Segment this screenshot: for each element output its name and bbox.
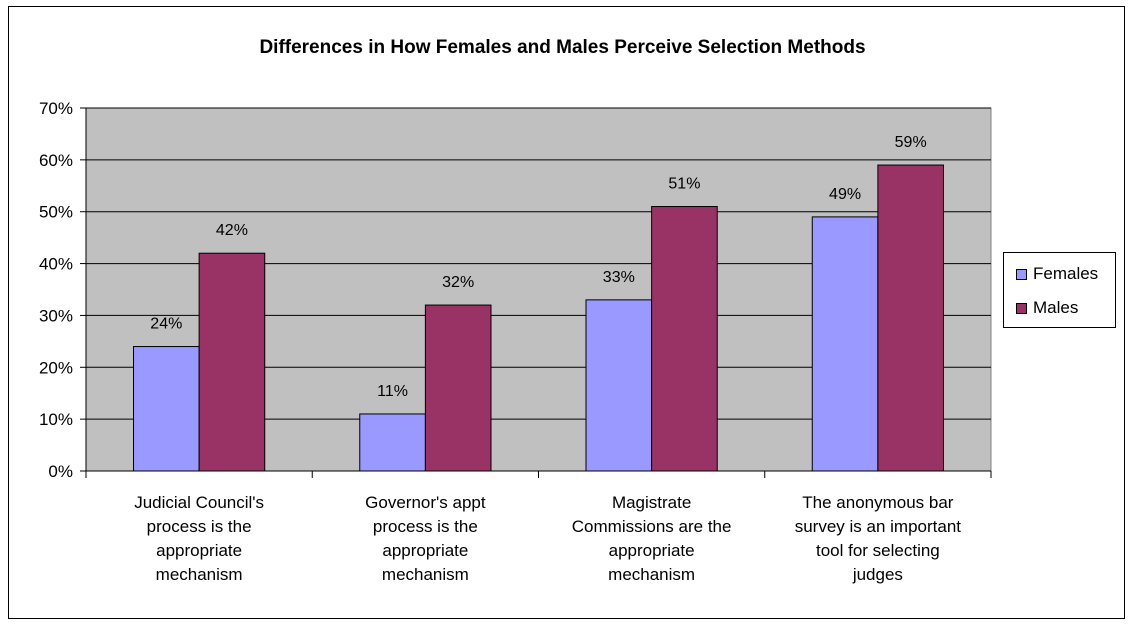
category-label: Judicial Council's	[134, 493, 264, 512]
data-label: 33%	[603, 269, 635, 286]
category-label: Governor's appt	[365, 493, 486, 512]
category-label: Commissions are the	[572, 517, 732, 536]
data-label: 32%	[442, 274, 474, 291]
bar-males	[877, 164, 944, 472]
legend-item-females: Females	[1016, 264, 1098, 284]
bar-females	[359, 413, 426, 472]
y-tick-label: 50%	[39, 203, 73, 222]
category-label: appropriate	[156, 541, 242, 560]
y-tick-label: 60%	[39, 151, 73, 170]
bar-males	[424, 304, 492, 472]
category-label: appropriate	[382, 541, 468, 560]
category-label: mechanism	[608, 565, 695, 584]
data-label: 24%	[150, 316, 182, 333]
y-tick-label: 30%	[39, 306, 73, 325]
category-label: Magistrate	[612, 493, 691, 512]
category-label: process is the	[373, 517, 478, 536]
data-label: 51%	[668, 176, 700, 193]
y-tick-label: 10%	[39, 410, 73, 429]
bar-females	[133, 346, 200, 472]
category-label: survey is an important	[795, 517, 962, 536]
y-tick-label: 20%	[39, 358, 73, 377]
legend-item-males: Males	[1016, 298, 1078, 318]
category-label: mechanism	[382, 565, 469, 584]
y-tick-label: 70%	[39, 99, 73, 118]
data-label: 49%	[829, 186, 861, 203]
category-label: tool for selecting	[816, 541, 940, 560]
data-label: 42%	[216, 222, 248, 239]
bar-females	[585, 299, 653, 472]
category-label: process is the	[147, 517, 252, 536]
category-label: mechanism	[156, 565, 243, 584]
chart-legend: Females Males	[1003, 252, 1116, 328]
category-label: judges	[852, 565, 903, 584]
category-label: The anonymous bar	[802, 493, 954, 512]
y-tick-label: 40%	[39, 255, 73, 274]
category-label: appropriate	[609, 541, 695, 560]
y-tick-label: 0%	[48, 462, 73, 481]
legend-swatch-males	[1016, 302, 1027, 314]
legend-swatch-females	[1016, 268, 1027, 280]
bar-males	[651, 206, 718, 472]
legend-label-males: Males	[1033, 298, 1079, 317]
chart-title: Differences in How Females and Males Per…	[259, 37, 866, 58]
bar-males	[198, 252, 266, 472]
data-label: 11%	[377, 383, 408, 400]
legend-label-females: Females	[1033, 264, 1099, 283]
bar-females	[811, 216, 879, 472]
data-label: 59%	[895, 134, 927, 151]
